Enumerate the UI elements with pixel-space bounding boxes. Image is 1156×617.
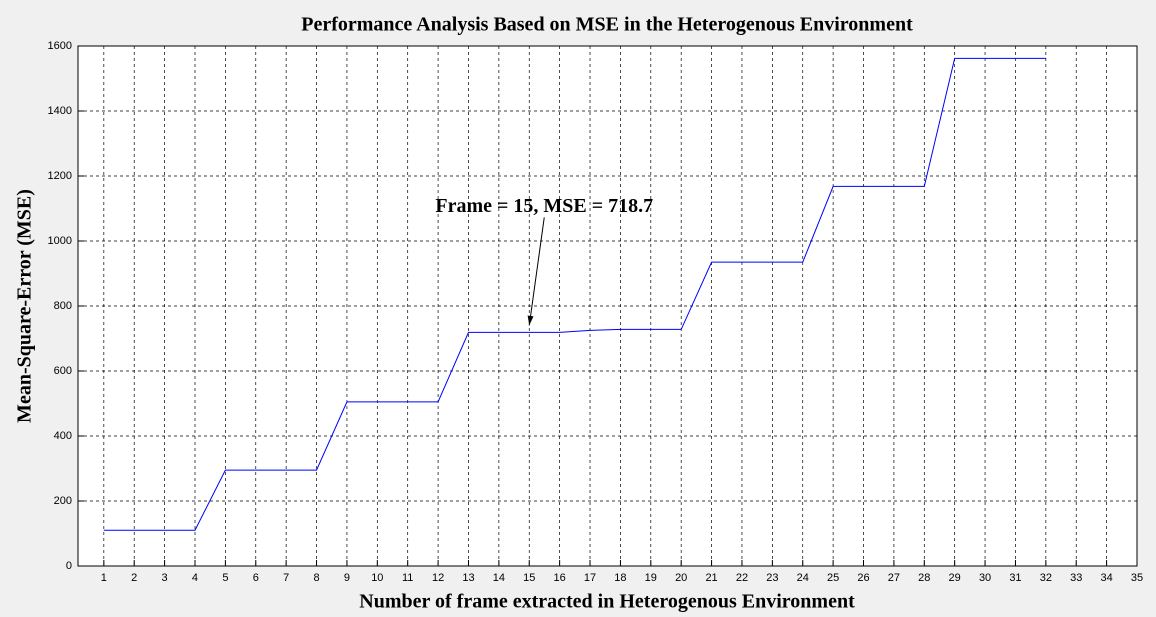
x-tick-label: 30 <box>979 572 991 584</box>
chart-title: Performance Analysis Based on MSE in the… <box>301 14 913 36</box>
x-tick-label: 10 <box>371 572 383 584</box>
x-tick-label: 1 <box>101 572 107 584</box>
y-axis-label: Mean-Square-Error (MSE) <box>14 189 36 423</box>
x-tick-label: 34 <box>1100 572 1112 584</box>
x-tick-label: 24 <box>797 572 809 584</box>
y-tick-label: 800 <box>54 300 72 312</box>
x-tick-label: 31 <box>1009 572 1021 584</box>
x-tick-label: 28 <box>918 572 930 584</box>
data-line <box>103 57 1046 531</box>
x-tick-label: 11 <box>402 572 413 584</box>
x-tick-label: 29 <box>949 572 961 584</box>
annotation-text: Frame = 15, MSE = 718.7 <box>435 195 653 217</box>
x-tick-label: 6 <box>253 572 259 584</box>
x-tick-label: 15 <box>523 572 535 584</box>
x-tick-label: 8 <box>313 572 319 584</box>
annotation-arrow <box>528 217 545 326</box>
y-tick-label: 1000 <box>48 235 72 247</box>
x-tick-label: 25 <box>827 572 839 584</box>
y-tick-label: 0 <box>66 560 72 572</box>
x-tick-label: 23 <box>766 572 778 584</box>
x-tick-label: 26 <box>857 572 869 584</box>
axis-box <box>77 45 1138 567</box>
y-tick-label: 1600 <box>48 40 72 52</box>
x-tick-label: 5 <box>222 572 228 584</box>
x-tick-label: 14 <box>493 572 505 584</box>
x-tick-label: 3 <box>162 572 168 584</box>
x-tick-label: 7 <box>283 572 289 584</box>
x-tick-label: 32 <box>1040 572 1052 584</box>
x-tick-label: 17 <box>584 572 596 584</box>
y-tick-label: 200 <box>54 495 72 507</box>
x-tick-label: 33 <box>1070 572 1082 584</box>
y-tick-label: 400 <box>54 430 72 442</box>
x-tick-label: 13 <box>462 572 474 584</box>
x-tick-label: 22 <box>736 572 748 584</box>
arrow-head <box>527 315 534 326</box>
x-tick-label: 9 <box>344 572 350 584</box>
x-tick-label: 35 <box>1131 572 1143 584</box>
x-tick-label: 21 <box>705 572 717 584</box>
x-tick-label: 12 <box>432 572 444 584</box>
x-axis-label: Number of frame extracted in Heterogenou… <box>359 591 855 613</box>
y-tick-label: 1400 <box>48 105 72 117</box>
x-tick-label: 2 <box>131 572 137 584</box>
x-tick-label: 18 <box>614 572 626 584</box>
x-tick-label: 16 <box>554 572 566 584</box>
x-tick-label: 19 <box>645 572 657 584</box>
y-tick-label: 1200 <box>48 170 72 182</box>
x-tick-label: 27 <box>888 572 900 584</box>
x-tick-label: 20 <box>675 572 687 584</box>
y-tick-label: 600 <box>54 365 72 377</box>
x-tick-label: 4 <box>192 572 198 584</box>
